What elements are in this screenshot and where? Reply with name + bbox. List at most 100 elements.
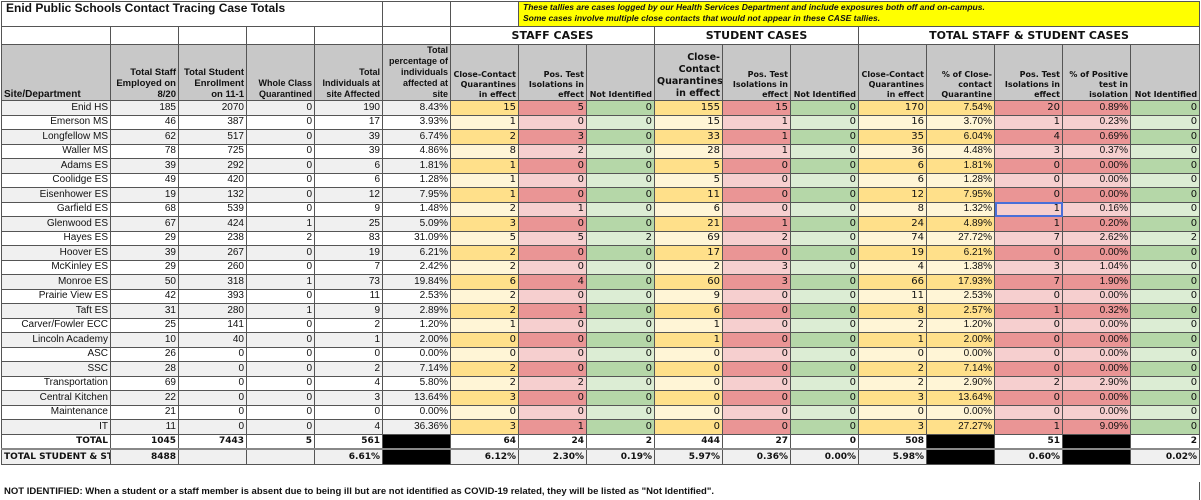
cell-st-ni[interactable]: 0 [586, 187, 655, 203]
cell-whole-class[interactable]: 0 [246, 114, 315, 130]
cell-students[interactable]: 238 [178, 230, 247, 246]
cell-st-ni[interactable]: 0 [586, 404, 655, 420]
cell-t-ccq-pct[interactable]: 4.48% [926, 143, 995, 159]
cell-affected[interactable]: 9 [314, 201, 383, 217]
cell-pct[interactable]: 31.09% [382, 230, 451, 246]
cell-st-ni[interactable]: 0 [586, 390, 655, 406]
cell-t-pos-pct[interactable]: 0.20% [1062, 216, 1131, 232]
cell-whole-class[interactable]: 0 [246, 187, 315, 203]
cell-t-pos[interactable]: 0 [994, 346, 1063, 362]
cell-su-ccq[interactable]: 2 [654, 259, 723, 275]
cell-students[interactable]: 267 [178, 245, 247, 261]
redacted-cell[interactable] [1062, 433, 1131, 450]
total-staff-pos[interactable]: 24 [518, 433, 587, 450]
cell-su-ni[interactable]: 0 [790, 288, 859, 304]
cell-t-ccq[interactable]: 19 [858, 245, 927, 261]
cell-su-ccq[interactable]: 5 [654, 172, 723, 188]
grand-total-label[interactable]: TOTAL STUDENT & STAFF [1, 448, 111, 465]
empty-cell[interactable] [382, 26, 451, 45]
cell-st-pos[interactable]: 0 [518, 346, 587, 362]
cell-staff[interactable]: 50 [110, 274, 179, 290]
site-name-cell[interactable]: Prairie View ES [1, 288, 111, 304]
cell-su-ccq[interactable]: 9 [654, 288, 723, 304]
cell-su-ccq[interactable]: 0 [654, 419, 723, 435]
cell-t-ccq[interactable]: 8 [858, 303, 927, 319]
cell-st-ccq[interactable]: 0 [450, 404, 519, 420]
cell-pct[interactable]: 1.20% [382, 317, 451, 333]
site-name-cell[interactable]: Taft ES [1, 303, 111, 319]
empty-cell[interactable] [382, 1, 451, 27]
cell-whole-class[interactable]: 0 [246, 419, 315, 435]
col-header-student-ccq[interactable]: Close-Contact Quarantines in effect [654, 44, 723, 101]
cell-st-ccq[interactable]: 1 [450, 114, 519, 130]
cell-t-ccq[interactable]: 66 [858, 274, 927, 290]
cell-staff[interactable]: 49 [110, 172, 179, 188]
col-header-total-staff[interactable]: Total Staff Employed on 8/20 [110, 44, 179, 101]
cell-su-ccq[interactable]: 1 [654, 317, 723, 333]
grand-student-pos-pct[interactable]: 0.36% [722, 448, 791, 465]
cell-pct[interactable]: 8.43% [382, 100, 451, 116]
cell-st-ccq[interactable]: 8 [450, 143, 519, 159]
grand-staff-ni-pct[interactable]: 0.19% [586, 448, 655, 465]
cell-su-pos[interactable]: 1 [722, 129, 791, 145]
cell-pct[interactable]: 6.21% [382, 245, 451, 261]
cell-affected[interactable]: 83 [314, 230, 383, 246]
cell-staff[interactable]: 62 [110, 129, 179, 145]
cell-st-ccq[interactable]: 1 [450, 317, 519, 333]
col-header-site[interactable]: Site/Department [1, 44, 111, 101]
cell-st-ni[interactable]: 0 [586, 274, 655, 290]
cell-t-ccq[interactable]: 2 [858, 361, 927, 377]
cell-st-ccq[interactable]: 3 [450, 390, 519, 406]
cell-t-pos[interactable]: 0 [994, 332, 1063, 348]
cell-su-ccq[interactable]: 11 [654, 187, 723, 203]
site-name-cell[interactable]: McKinley ES [1, 259, 111, 275]
redacted-cell[interactable] [382, 433, 451, 450]
redacted-cell[interactable] [926, 433, 995, 450]
cell-t-ccq[interactable]: 11 [858, 288, 927, 304]
empty-cell[interactable] [246, 448, 315, 465]
cell-t-ccq-pct[interactable]: 2.57% [926, 303, 995, 319]
cell-st-ni[interactable]: 2 [586, 230, 655, 246]
cell-t-ccq[interactable]: 170 [858, 100, 927, 116]
cell-su-ccq[interactable]: 0 [654, 346, 723, 362]
grand-staff-pos-pct[interactable]: 2.30% [518, 448, 587, 465]
cell-su-pos[interactable]: 0 [722, 158, 791, 174]
grand-student-ni-pct[interactable]: 0.00% [790, 448, 859, 465]
cell-st-pos[interactable]: 1 [518, 303, 587, 319]
cell-st-ccq[interactable]: 0 [450, 346, 519, 362]
cell-su-ni[interactable]: 0 [790, 187, 859, 203]
cell-st-ni[interactable]: 0 [586, 172, 655, 188]
cell-t-pos-pct[interactable]: 1.04% [1062, 259, 1131, 275]
cell-su-ni[interactable]: 0 [790, 361, 859, 377]
total-pos[interactable]: 51 [994, 433, 1063, 450]
cell-st-ni[interactable]: 0 [586, 288, 655, 304]
cell-t-ni[interactable]: 0 [1129, 158, 1201, 174]
cell-t-ccq-pct[interactable]: 27.72% [926, 230, 995, 246]
cell-t-ni[interactable]: 0 [1129, 303, 1201, 319]
cell-affected[interactable]: 6 [314, 172, 383, 188]
cell-affected[interactable]: 4 [314, 375, 383, 391]
cell-t-ccq-pct[interactable]: 2.90% [926, 375, 995, 391]
cell-st-ccq[interactable]: 1 [450, 172, 519, 188]
cell-st-ni[interactable]: 0 [586, 201, 655, 217]
grand-total-combined[interactable]: 8488 [110, 448, 179, 465]
cell-students[interactable]: 424 [178, 216, 247, 232]
cell-staff[interactable]: 31 [110, 303, 179, 319]
cell-t-pos[interactable]: 7 [994, 230, 1063, 246]
grand-staff-ccq-pct[interactable]: 6.12% [450, 448, 519, 465]
cell-su-ccq[interactable]: 155 [654, 100, 723, 116]
cell-t-pos-pct[interactable]: 0.00% [1062, 332, 1131, 348]
site-name-cell[interactable]: Hoover ES [1, 245, 111, 261]
cell-st-pos[interactable]: 5 [518, 230, 587, 246]
site-name-cell[interactable]: SSC [1, 361, 111, 377]
cell-t-pos-pct[interactable]: 0.00% [1062, 317, 1131, 333]
cell-su-pos[interactable]: 0 [722, 201, 791, 217]
cell-affected[interactable]: 39 [314, 143, 383, 159]
total-student-pos[interactable]: 27 [722, 433, 791, 450]
cell-su-pos[interactable]: 1 [722, 216, 791, 232]
cell-affected[interactable]: 1 [314, 332, 383, 348]
cell-students[interactable]: 0 [178, 390, 247, 406]
grand-ni-pct[interactable]: 0.02% [1129, 448, 1201, 465]
cell-su-pos[interactable]: 0 [722, 288, 791, 304]
total-cases-header[interactable]: TOTAL STAFF & STUDENT CASES [857, 26, 1201, 45]
